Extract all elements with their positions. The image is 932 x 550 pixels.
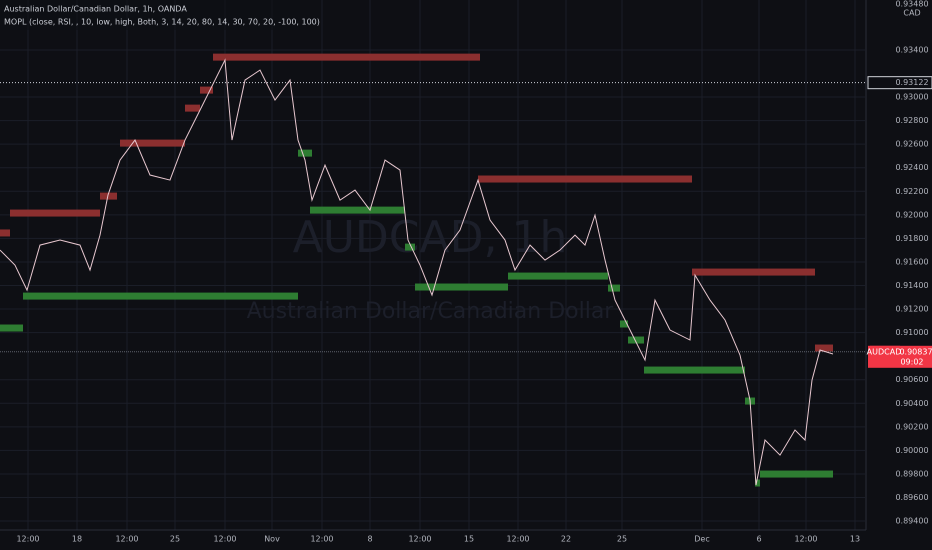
level-segment — [755, 479, 760, 487]
countdown-label: 09:02 — [900, 357, 923, 366]
x-tick-label: 22 — [561, 535, 571, 544]
y-tick-label: 0.92000 — [895, 210, 928, 219]
level-segment — [644, 366, 745, 374]
level-segment — [415, 283, 508, 291]
y-tick-label: 0.92800 — [895, 116, 928, 125]
chart-title: Australian Dollar/Canadian Dollar, 1h, O… — [4, 5, 187, 14]
currency-label: CAD — [903, 9, 920, 18]
level-segment — [298, 149, 312, 157]
y-tick-label: 0.93400 — [895, 45, 928, 54]
axis-top-label: 0.93480 — [895, 0, 928, 9]
y-tick-label: 0.91000 — [895, 328, 928, 337]
x-tick-label: 12:00 — [115, 535, 138, 544]
watermark-name: Australian Dollar/Canadian Dollar — [247, 299, 615, 324]
x-tick-label: 6 — [756, 535, 761, 544]
x-tick-label: 25 — [170, 535, 180, 544]
y-tick-label: 0.91800 — [895, 234, 928, 243]
header-bg — [0, 0, 300, 30]
y-tick-label: 0.90400 — [895, 399, 928, 408]
y-tick-label: 0.90000 — [895, 446, 928, 455]
watermark-symbol: AUDCAD, 1h — [293, 212, 568, 263]
level-segment — [608, 284, 620, 292]
level-segment — [478, 175, 692, 183]
x-tick-label: 12:00 — [506, 535, 529, 544]
level-segment — [23, 292, 298, 300]
y-tick-label: 0.91200 — [895, 305, 928, 314]
level-segment — [120, 139, 185, 147]
price-line — [0, 58, 834, 486]
x-tick-label: Nov — [264, 535, 280, 544]
level-segment — [405, 243, 415, 251]
y-tick-label: 0.89600 — [895, 493, 928, 502]
symbol-label: AUDCAD — [867, 347, 902, 356]
level-segment — [620, 320, 628, 328]
y-tick-label: 0.92200 — [895, 187, 928, 196]
x-tick-label: 13 — [850, 535, 860, 544]
level-segment — [508, 272, 608, 280]
level-segment — [692, 268, 815, 276]
x-tick-label: 8 — [367, 535, 372, 544]
level-segment — [760, 470, 833, 478]
x-tick-label: 25 — [617, 535, 627, 544]
indicator-label: MOPL (close, RSI, , 10, low, high, Both,… — [4, 18, 320, 27]
level-segment — [310, 206, 405, 214]
y-tick-label: 0.92400 — [895, 163, 928, 172]
marks — [0, 53, 865, 487]
y-tick-label: 0.89400 — [895, 517, 928, 526]
x-tick-label: 15 — [464, 535, 474, 544]
x-tick-label: 12:00 — [16, 535, 39, 544]
level-segment — [200, 86, 213, 94]
x-tick-label: 12:00 — [794, 535, 817, 544]
level-segment — [815, 344, 833, 352]
x-tick-label: 18 — [72, 535, 82, 544]
last-price-label: 0.90837 — [899, 347, 932, 356]
x-tick-label: 12:00 — [213, 535, 236, 544]
level-segment — [213, 53, 480, 61]
y-tick-label: 0.92600 — [895, 140, 928, 149]
symbol-tag — [870, 345, 900, 358]
level-segment — [185, 104, 200, 112]
y-tick-label: 0.90200 — [895, 422, 928, 431]
x-tick-label: 12:00 — [408, 535, 431, 544]
level-segment — [0, 229, 10, 237]
y-tick-label: 0.91400 — [895, 281, 928, 290]
level-segment — [628, 336, 644, 344]
y-tick-label: 0.91600 — [895, 257, 928, 266]
level-segment — [0, 324, 23, 332]
y-tick-label: 0.93000 — [895, 93, 928, 102]
level-segment — [10, 209, 100, 217]
y-tick-label: 0.90600 — [895, 375, 928, 384]
high-tag — [867, 76, 932, 90]
x-tick-label: 12:00 — [310, 535, 333, 544]
level-segment — [100, 192, 117, 200]
y-tick-label: 0.89800 — [895, 469, 928, 478]
x-tick-label: Dec — [694, 535, 709, 544]
high-tag-label: 0.93122 — [895, 78, 928, 87]
